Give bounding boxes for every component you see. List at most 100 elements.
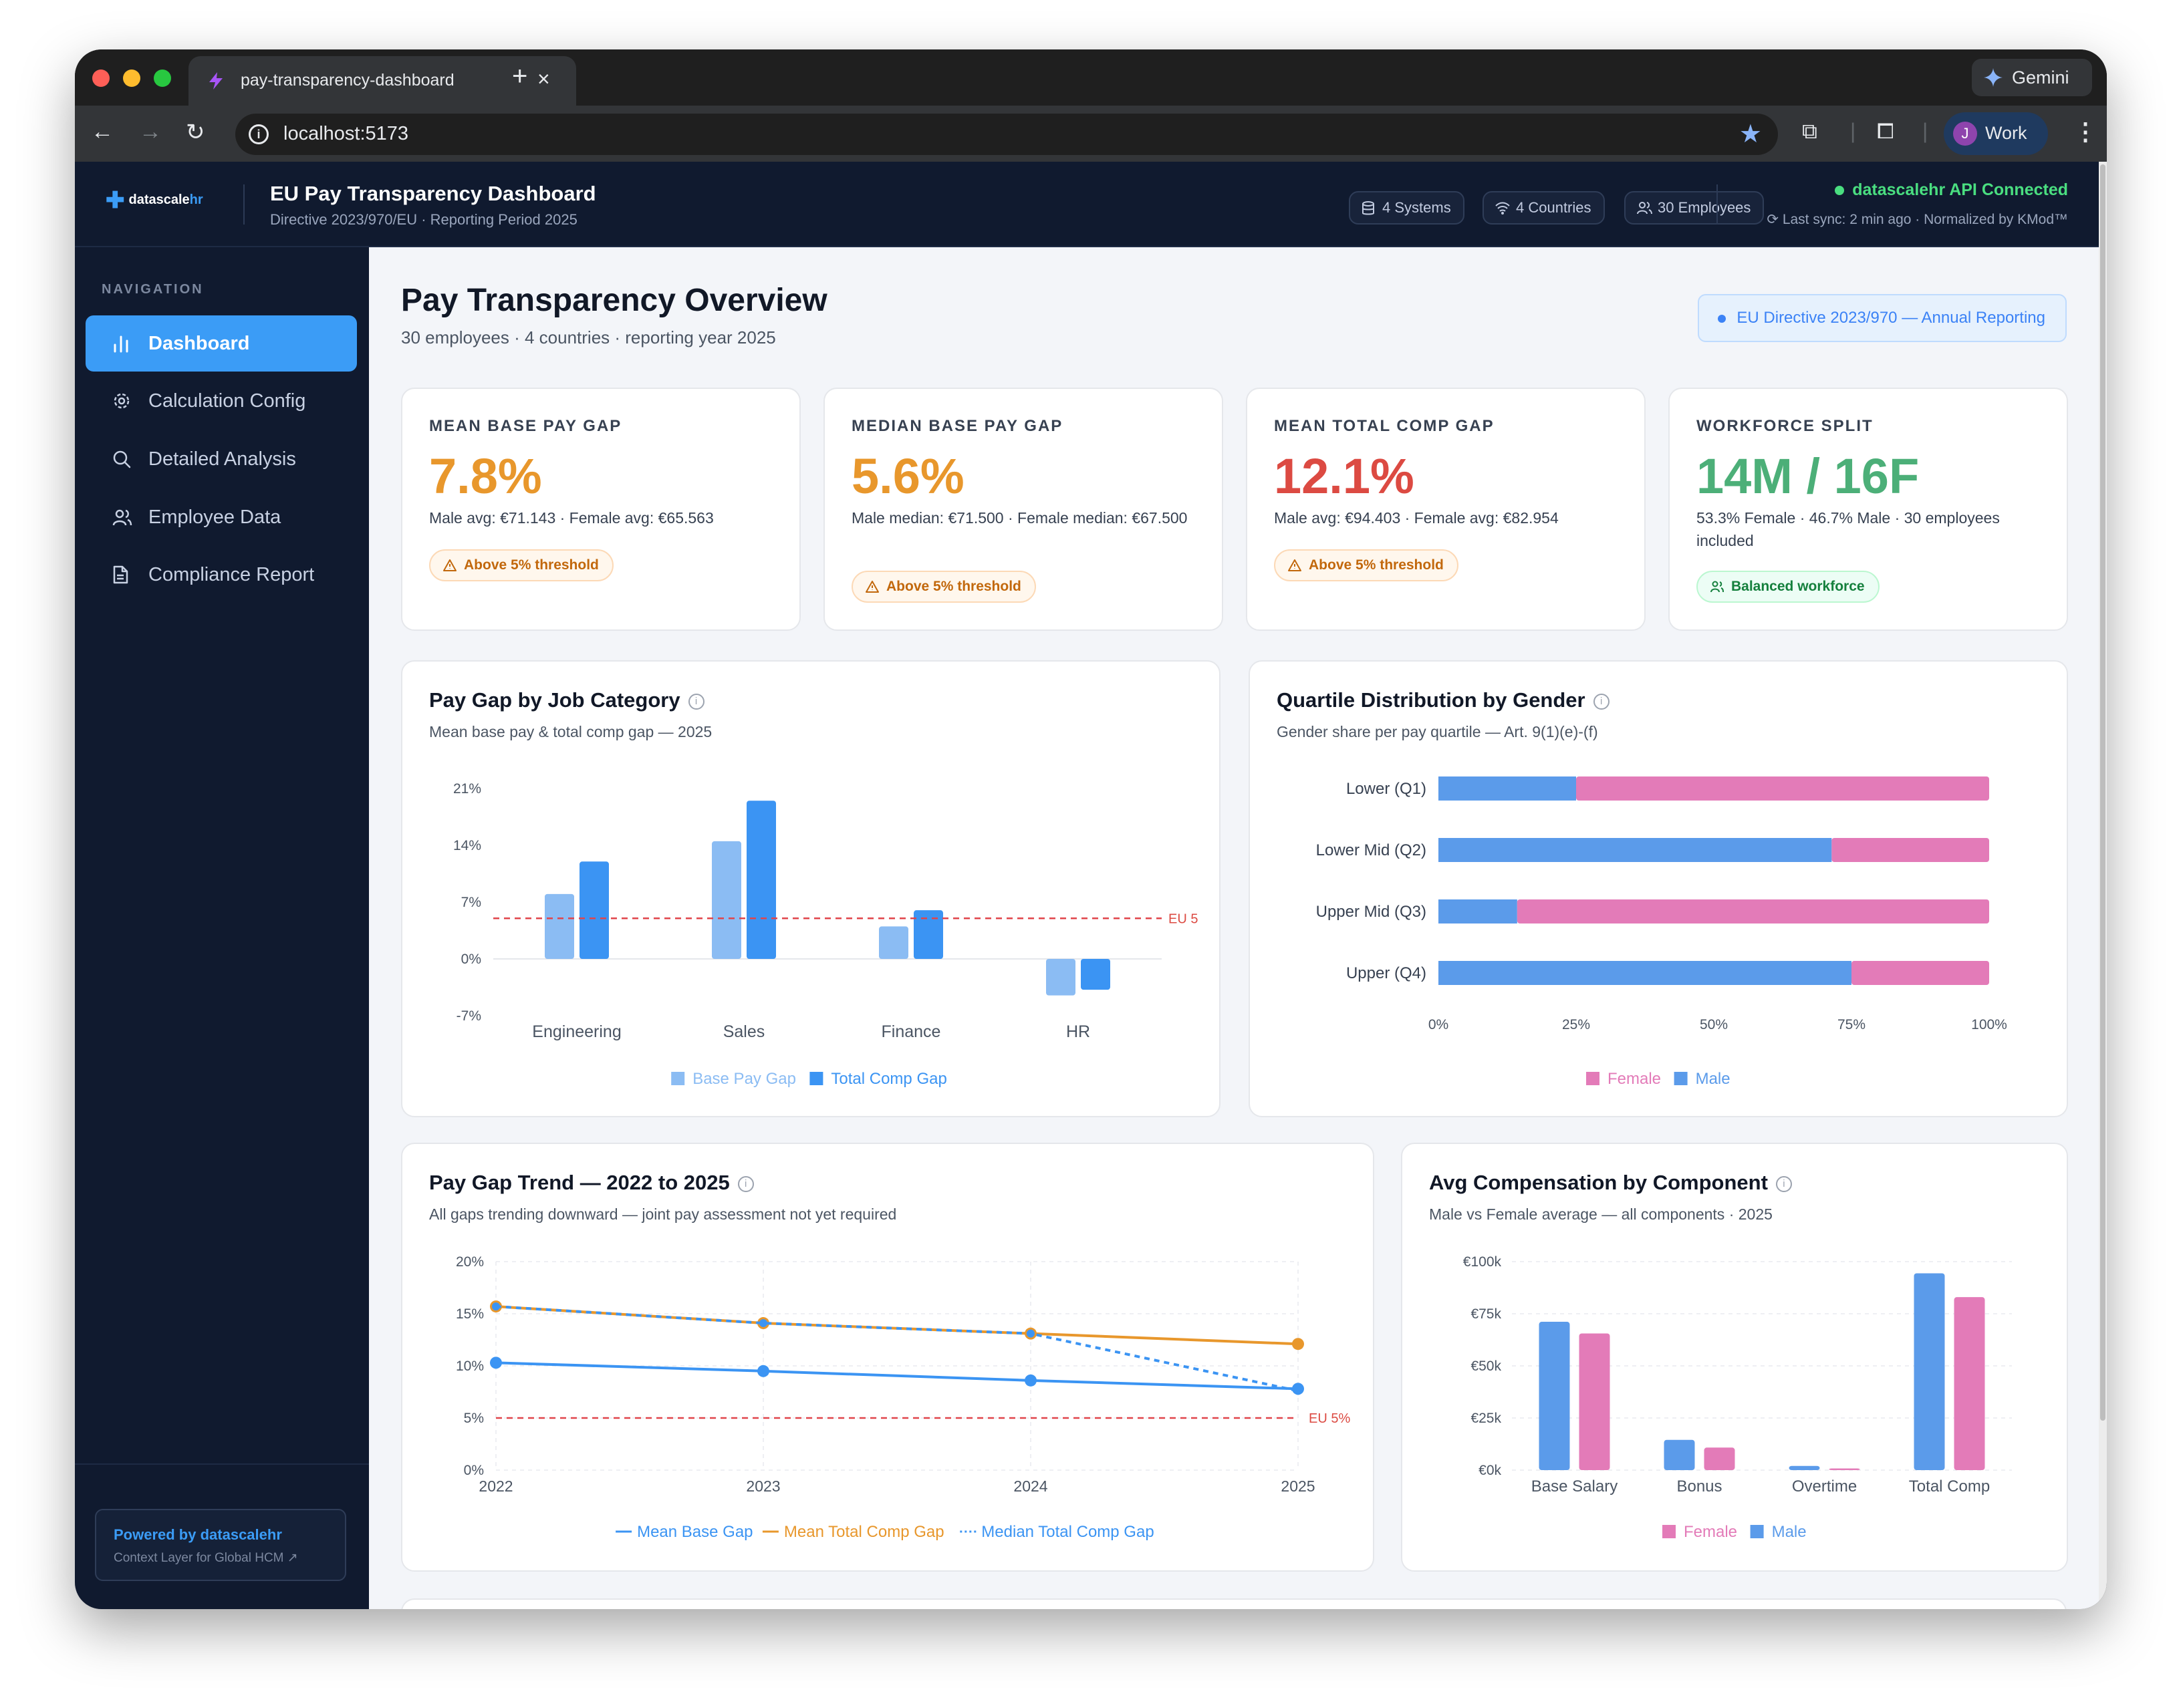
browser-toolbar: ← → ↻ i localhost:5173 ★ ⧉ | ⧠ | J Work … bbox=[75, 106, 2107, 162]
y-tick-label: 0% bbox=[461, 952, 481, 967]
y-tick-label: 21% bbox=[453, 781, 481, 797]
close-window-button[interactable] bbox=[92, 69, 110, 87]
y-tick-label: -7% bbox=[457, 1008, 481, 1024]
y-tick-label: 0% bbox=[464, 1463, 484, 1478]
y-tick-label: 10% bbox=[456, 1359, 484, 1374]
api-status-text: datascalehr API Connected bbox=[1852, 180, 2068, 199]
card-subtitle: All gaps trending downward — joint pay a… bbox=[429, 1205, 897, 1223]
countries-chip[interactable]: 4 Countries bbox=[1483, 191, 1605, 225]
card-subtitle: Mean base pay & total comp gap — 2025 bbox=[429, 723, 713, 740]
main-content: Pay Transparency Overview 30 employees ·… bbox=[369, 247, 2099, 1609]
quartile-chart-card: Quartile Distribution by Gender i Gender … bbox=[1249, 660, 2068, 1117]
legend-label: Mean Total Comp Gap bbox=[784, 1523, 944, 1541]
url-text: localhost:5173 bbox=[283, 123, 409, 144]
users-icon bbox=[1710, 581, 1724, 593]
countries-chip-label: 4 Countries bbox=[1516, 199, 1591, 216]
legend-label: Mean Base Gap bbox=[637, 1523, 753, 1541]
y-tick-label: €50k bbox=[1470, 1359, 1501, 1374]
bookmark-star-icon[interactable]: ★ bbox=[1739, 120, 1762, 148]
series-line bbox=[495, 1361, 1299, 1391]
minimize-window-button[interactable] bbox=[123, 69, 140, 87]
plus-logo-icon: ✚ bbox=[106, 187, 125, 213]
datascalehr-logo[interactable]: ✚ datascalehr bbox=[106, 187, 203, 213]
legend-swatch bbox=[1662, 1525, 1676, 1538]
kpi-value: 14M / 16F bbox=[1696, 448, 1920, 504]
address-bar[interactable]: i localhost:5173 ★ bbox=[235, 114, 1778, 155]
employees-chip[interactable]: 30 Employees bbox=[1624, 191, 1765, 225]
quartile-stacked-bar-chart: Lower (Q1) Lower Mid (Q2) Upper Mid (Q3) Up… bbox=[1316, 776, 2007, 1088]
sidebar-item-label: Calculation Config bbox=[148, 390, 306, 412]
maximize-window-button[interactable] bbox=[154, 69, 171, 87]
stacked-bar-segment bbox=[1438, 776, 1576, 801]
x-category-label: Finance bbox=[882, 1022, 941, 1041]
browser-window: pay-transparency-dashboard × + Gemini ← … bbox=[75, 49, 2107, 1609]
sidebar-item-employee-data[interactable]: Employee Data bbox=[86, 489, 357, 545]
info-icon[interactable]: i bbox=[1593, 693, 1610, 710]
x-tick-label: 75% bbox=[1837, 1017, 1866, 1032]
bar bbox=[747, 801, 776, 959]
browser-tab[interactable]: pay-transparency-dashboard × bbox=[188, 56, 576, 106]
tab-title: pay-transparency-dashboard bbox=[241, 71, 455, 90]
sidebar-item-calculation-config[interactable]: Calculation Config bbox=[86, 373, 357, 429]
sidebar-divider bbox=[75, 1463, 369, 1465]
sidebar-item-label: Compliance Report bbox=[148, 564, 315, 585]
bar bbox=[1579, 1333, 1610, 1470]
document-icon bbox=[113, 565, 128, 584]
profile-button[interactable]: J Work bbox=[1944, 112, 2048, 155]
sidebar-item-compliance-report[interactable]: Compliance Report bbox=[86, 547, 357, 603]
search-icon bbox=[113, 450, 131, 468]
bar bbox=[1914, 1273, 1945, 1470]
page-scrollbar[interactable] bbox=[2099, 162, 2107, 1609]
x-tick-label: 0% bbox=[1428, 1017, 1448, 1032]
y-tick-label: 5% bbox=[464, 1411, 484, 1426]
users-icon bbox=[1637, 202, 1652, 215]
browser-menu-icon[interactable]: ⋮ bbox=[2073, 118, 2097, 145]
new-tab-button[interactable]: + bbox=[512, 61, 528, 91]
info-icon[interactable]: i bbox=[1775, 1175, 1792, 1192]
y-tick-label: €100k bbox=[1463, 1254, 1502, 1270]
data-point bbox=[490, 1357, 502, 1369]
kpi-description: Male avg: €94.403 · Female avg: €82.954 bbox=[1274, 509, 1559, 527]
back-arrow-icon[interactable]: ← bbox=[91, 119, 114, 144]
legend-swatch bbox=[1586, 1072, 1599, 1085]
brand-suffix: hr bbox=[189, 192, 203, 207]
kpi-card-median-base-gap: MEDIAN BASE PAY GAP 5.6% Male median: €7… bbox=[823, 388, 1223, 631]
sidebar-item-label: Employee Data bbox=[148, 507, 281, 528]
toolbar-divider: | bbox=[1922, 119, 1928, 143]
y-category-label: Upper Mid (Q3) bbox=[1316, 903, 1426, 921]
gemini-button[interactable]: Gemini bbox=[1972, 59, 2092, 96]
forward-arrow-icon[interactable]: → bbox=[139, 119, 162, 144]
legend-label: Total Comp Gap bbox=[831, 1070, 946, 1088]
legend-label: Median Total Comp Gap bbox=[981, 1523, 1154, 1541]
kpi-card-mean-total-comp-gap: MEAN TOTAL COMP GAP 12.1% Male avg: €94.… bbox=[1246, 388, 1646, 631]
external-link-icon: ↗ bbox=[287, 1551, 298, 1565]
powered-by-link[interactable]: Powered by datascalehr Context Layer for… bbox=[95, 1509, 346, 1581]
info-icon[interactable]: i bbox=[688, 693, 704, 710]
sidebar-item-dashboard[interactable]: Dashboard bbox=[86, 315, 357, 372]
reload-icon[interactable]: ↻ bbox=[186, 120, 205, 145]
component-bar-chart: €100k €75k €50k €25k €0k Base Salary Bonus Over… bbox=[1463, 1254, 2012, 1541]
extensions-icon[interactable]: ⧉ bbox=[1802, 119, 1817, 143]
kpi-label: MEAN TOTAL COMP GAP bbox=[1274, 417, 1495, 435]
card-title: Pay Gap by Job Category i bbox=[429, 688, 704, 712]
info-icon[interactable]: i bbox=[737, 1175, 754, 1192]
x-tick-label: 2022 bbox=[479, 1477, 513, 1495]
x-category-label: Overtime bbox=[1792, 1477, 1857, 1496]
scrollbar-thumb[interactable] bbox=[2100, 164, 2105, 1421]
sync-status: ⟳ Last sync: 2 min ago · Normalized by K… bbox=[1767, 211, 2068, 228]
tab-search-icon[interactable]: ⧠ bbox=[1877, 119, 1894, 143]
powered-by-title: Powered by datascalehr bbox=[114, 1526, 282, 1543]
sidebar-item-detailed-analysis[interactable]: Detailed Analysis bbox=[86, 431, 357, 487]
vite-icon bbox=[209, 72, 223, 90]
close-tab-icon[interactable]: × bbox=[537, 67, 550, 91]
card-subtitle: Gender share per pay quartile — Art. 9(1… bbox=[1277, 723, 1598, 740]
browser-tab-bar: pay-transparency-dashboard × + Gemini bbox=[75, 49, 2107, 106]
bar bbox=[1954, 1297, 1985, 1470]
systems-chip[interactable]: 4 Systems bbox=[1349, 191, 1464, 225]
kpi-label: MEAN BASE PAY GAP bbox=[429, 417, 622, 435]
site-info-icon[interactable]: i bbox=[249, 124, 269, 144]
trend-chart-card: Pay Gap Trend — 2022 to 2025 i All gaps t… bbox=[401, 1143, 1374, 1572]
bar-chart-icon bbox=[114, 335, 128, 353]
y-tick-label: €25k bbox=[1470, 1411, 1501, 1426]
systems-chip-label: 4 Systems bbox=[1382, 199, 1451, 216]
